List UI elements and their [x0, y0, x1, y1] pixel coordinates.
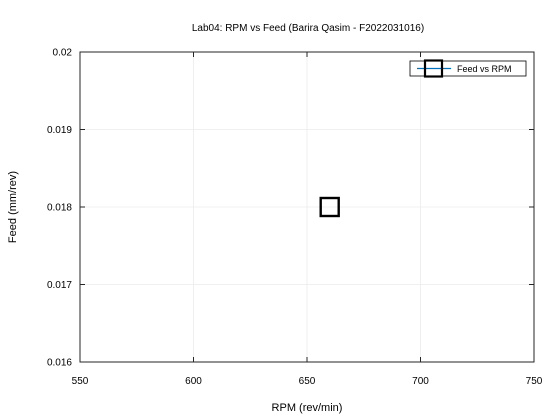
legend-label: Feed vs RPM [457, 64, 512, 74]
y-tick-label: 0.02 [53, 48, 73, 59]
x-axis-label: RPM (rev/min) [272, 402, 343, 414]
ticks: 550 600 650 700 750 0.016 0.017 0.018 0.019 0.02 [47, 48, 543, 388]
y-tick-label: 0.019 [47, 125, 72, 136]
y-axis-label: Feed (mm/rev) [7, 171, 19, 243]
plot-box [79, 51, 535, 363]
x-tick-label: 750 [526, 376, 543, 387]
y-tick-label: 0.016 [47, 358, 72, 369]
plot-area: 550 600 650 700 750 0.016 0.017 0.018 0.019 0.02 [47, 48, 543, 388]
y-tick-label: 0.018 [47, 203, 72, 214]
chart-title: Lab04: RPM vs Feed (Barira Qasim - F2022… [192, 23, 424, 34]
data-point [319, 196, 340, 218]
data-points [319, 196, 340, 218]
y-tick-label: 0.017 [47, 280, 72, 291]
legend-marker [423, 59, 444, 78]
x-tick-label: 550 [72, 376, 89, 387]
legend-box [409, 60, 527, 77]
x-tick-label: 700 [412, 376, 429, 387]
legend: Feed vs RPM [409, 59, 527, 78]
x-tick-label: 650 [299, 376, 316, 387]
x-tick-label: 600 [185, 376, 202, 387]
